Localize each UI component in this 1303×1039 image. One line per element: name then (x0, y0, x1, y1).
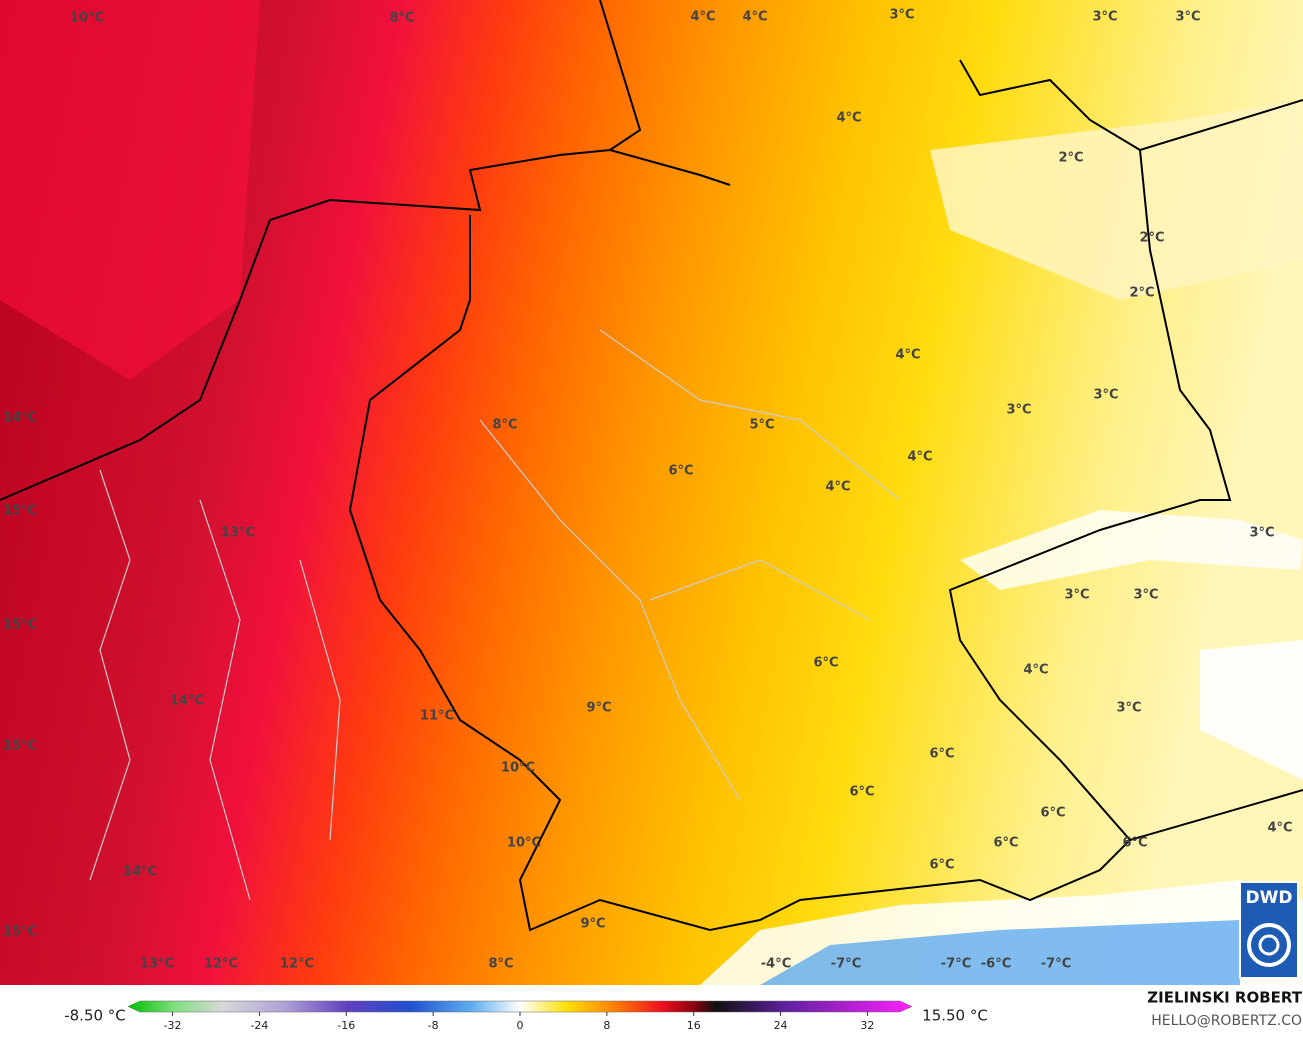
temperature-label: 9°C (586, 701, 611, 716)
colorbar-tick-label: 8 (603, 1019, 610, 1032)
temperature-label: 8°C (488, 957, 513, 972)
temperature-label: 4°C (1023, 663, 1048, 678)
colorbar-tick-label: -8 (428, 1019, 439, 1032)
temperature-label: -7°C (1041, 957, 1071, 972)
temperature-label: 3°C (1133, 588, 1158, 603)
temperature-label: 3°C (1006, 403, 1031, 418)
alpine-cold-area (760, 920, 1240, 985)
temperature-label: 12°C (204, 957, 238, 972)
temperature-label: 4°C (907, 450, 932, 465)
logo-text: DWD (1246, 888, 1293, 908)
temperature-label: 15°C (3, 618, 37, 633)
temperature-label: 2°C (1129, 286, 1154, 301)
temperature-label: 9°C (580, 917, 605, 932)
temperature-label: 6°C (813, 656, 838, 671)
temperature-label: 6°C (1040, 806, 1065, 821)
temperature-label: 12°C (280, 957, 314, 972)
cold-area (1200, 640, 1303, 780)
max-label: 15.50 °C (922, 1007, 988, 1025)
temperature-label: 14°C (170, 694, 204, 709)
temperature-label: 4°C (836, 111, 861, 126)
colorbar-tick-label: 16 (687, 1019, 701, 1032)
temperature-label: 13°C (140, 957, 174, 972)
cool-area (930, 100, 1303, 300)
temperature-label: 10°C (507, 836, 541, 851)
colorbar-tick-label: 24 (774, 1019, 788, 1032)
colorbar-tick-label: -24 (250, 1019, 268, 1032)
colorbar (127, 1000, 913, 1013)
temperature-label: 6°C (993, 836, 1018, 851)
temperature-label: 4°C (1267, 821, 1292, 836)
temperature-label: 3°C (1064, 588, 1089, 603)
temperature-label: -4°C (761, 957, 791, 972)
temperature-label: 4°C (825, 480, 850, 495)
author: ZIELINSKI ROBERT (1147, 989, 1302, 1007)
temperature-label: 3°C (889, 8, 914, 23)
temperature-label: 6°C (929, 747, 954, 762)
temperature-label: 8°C (389, 11, 414, 26)
temperature-label: 3°C (1116, 701, 1141, 716)
min-label: -8.50 °C (64, 1007, 126, 1025)
temperature-label: 11°C (420, 709, 454, 724)
regions (89, 329, 901, 901)
temperature-label: 14°C (3, 411, 37, 426)
email: HELLO@ROBERTZ.CO (1151, 1013, 1302, 1029)
temperature-label: 3°C (1175, 10, 1200, 25)
colorbar-tick-label: -16 (337, 1019, 355, 1032)
temperature-label: 3°C (1093, 388, 1118, 403)
temperature-label: -6°C (981, 957, 1011, 972)
cold-area (960, 510, 1303, 590)
colorbar-tick-label: 32 (860, 1019, 874, 1032)
temperature-label: 4°C (690, 10, 715, 25)
temperature-label: -7°C (831, 957, 861, 972)
temperature-label: 6°C (929, 858, 954, 873)
temperature-label: -7°C (941, 957, 971, 972)
temperature-label: 13°C (221, 526, 255, 541)
temperature-label: 6°C (849, 785, 874, 800)
borders (0, 0, 1303, 932)
temperature-label: 5°C (749, 418, 774, 433)
temperature-label: 2°C (1139, 231, 1164, 246)
temperature-label: 6°C (668, 464, 693, 479)
temperature-label: 10°C (70, 11, 104, 26)
temperature-label: 4°C (895, 348, 920, 363)
temperature-label: 10°C (501, 761, 535, 776)
temperature-label: 15°C (3, 925, 37, 940)
colorbar-tick-label: 0 (517, 1019, 524, 1032)
temperature-label: 6°C (1122, 836, 1147, 851)
colorbar-tick-label: -32 (164, 1019, 182, 1032)
temperature-label: 8°C (492, 418, 517, 433)
temperature-label: 3°C (1092, 10, 1117, 25)
temperature-label: 15°C (3, 739, 37, 754)
temperature-label: 3°C (1249, 526, 1274, 541)
temperature-label: 15°C (3, 504, 37, 519)
temperature-label: 4°C (742, 10, 767, 25)
warm-area (0, 0, 260, 380)
temperature-label: 2°C (1058, 151, 1083, 166)
temperature-label: 14°C (123, 865, 157, 880)
dwd-logo: DWD (1239, 881, 1299, 979)
